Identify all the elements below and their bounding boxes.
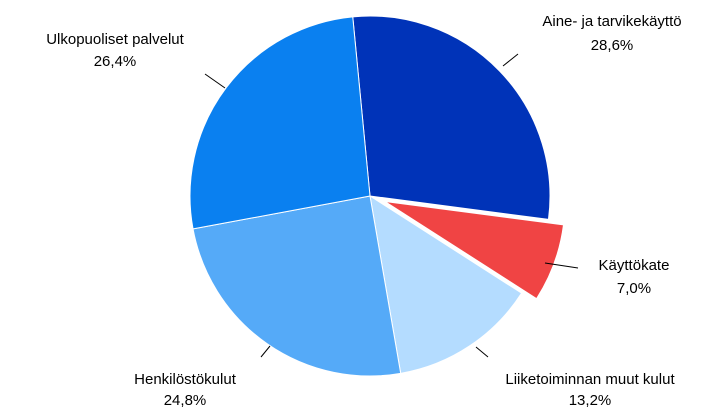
pie-slice [384,200,565,300]
slice-value-label: 26,4% [94,53,137,70]
leader-line [260,345,271,358]
slice-value-label: 7,0% [617,280,651,297]
slice-value-label: 28,6% [591,37,634,54]
slice-label: Henkilöstökulut [134,371,237,388]
slice-label: Ulkopuoliset palvelut [46,31,184,48]
leader-line [204,73,226,89]
slice-label: Aine- ja tarvikekäyttö [542,13,681,30]
slice-label: Käyttökate [599,257,670,274]
leader-line [502,53,519,67]
leader-line [544,262,579,269]
pie-slice [189,16,371,230]
slice-label: Liiketoiminnan muut kulut [505,371,675,388]
slice-value-label: 24,8% [164,392,207,408]
pie-slice [352,15,551,220]
leader-line [475,346,489,358]
pie-slice [192,195,402,377]
slice-value-label: 13,2% [569,392,612,408]
pie-slice [369,194,523,374]
